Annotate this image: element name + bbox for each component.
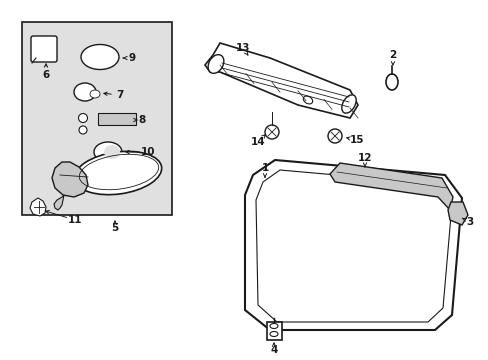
Polygon shape [266,322,282,340]
Polygon shape [204,43,357,118]
Polygon shape [329,163,452,210]
Ellipse shape [385,74,397,90]
Text: 6: 6 [42,70,49,80]
Text: 12: 12 [357,153,371,163]
Bar [22,22,172,215]
Polygon shape [447,202,467,225]
Polygon shape [54,195,64,210]
Polygon shape [30,198,46,216]
Text: 2: 2 [388,50,396,60]
Polygon shape [244,160,461,330]
Polygon shape [52,162,88,197]
Text: 8: 8 [138,115,145,125]
Ellipse shape [104,145,120,159]
FancyBboxPatch shape [31,36,57,62]
Ellipse shape [341,95,355,113]
Text: 1: 1 [261,163,268,173]
Ellipse shape [208,55,224,73]
Text: 9: 9 [128,53,135,63]
Text: 11: 11 [68,215,82,225]
Text: 4: 4 [270,345,277,355]
Ellipse shape [269,324,278,328]
Text: 15: 15 [349,135,364,145]
Text: 10: 10 [141,147,155,157]
Bar [98,113,136,125]
Ellipse shape [74,83,96,101]
Text: 13: 13 [235,43,250,53]
Circle shape [79,126,87,134]
Text: 14: 14 [250,137,265,147]
Text: 7: 7 [116,90,123,100]
Text: 5: 5 [111,223,119,233]
Ellipse shape [269,332,278,337]
Text: 3: 3 [466,217,473,227]
Ellipse shape [90,90,100,98]
Ellipse shape [94,142,122,162]
Circle shape [79,113,87,122]
Ellipse shape [74,151,162,195]
Circle shape [264,125,279,139]
Circle shape [327,129,341,143]
Ellipse shape [81,45,119,69]
Ellipse shape [303,96,312,104]
